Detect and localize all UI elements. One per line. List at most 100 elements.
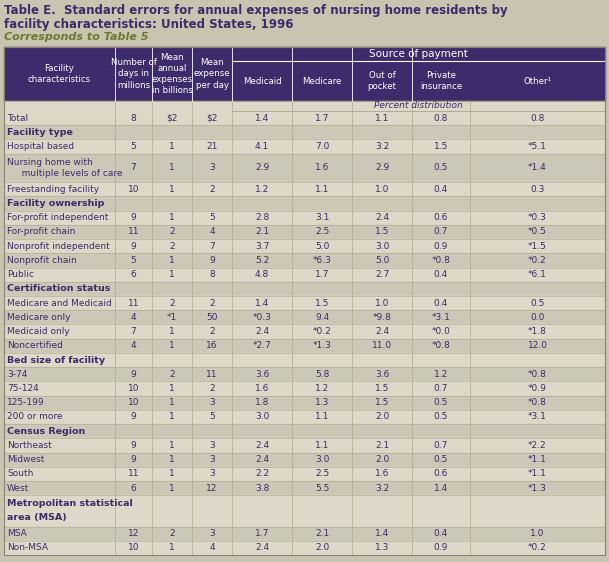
Text: 75-124: 75-124 bbox=[7, 384, 39, 393]
Text: 7: 7 bbox=[209, 242, 215, 251]
Bar bbox=[4, 541, 605, 555]
Text: 9: 9 bbox=[130, 242, 136, 251]
Text: 9: 9 bbox=[209, 256, 215, 265]
Bar bbox=[4, 111, 605, 125]
Text: South: South bbox=[7, 469, 33, 478]
Text: 1: 1 bbox=[169, 164, 175, 173]
Text: Table E.  Standard errors for annual expenses of nursing home residents by: Table E. Standard errors for annual expe… bbox=[4, 4, 508, 17]
Text: 6: 6 bbox=[130, 484, 136, 493]
Text: *0.3: *0.3 bbox=[253, 313, 272, 322]
Text: *0.8: *0.8 bbox=[528, 398, 547, 407]
Text: Census Region: Census Region bbox=[7, 427, 85, 436]
Text: *0.9: *0.9 bbox=[528, 384, 547, 393]
Text: 7.0: 7.0 bbox=[315, 142, 329, 151]
Text: 2.5: 2.5 bbox=[315, 228, 329, 237]
Bar bbox=[4, 353, 605, 367]
Text: 2.0: 2.0 bbox=[375, 455, 389, 464]
Text: Medicaid: Medicaid bbox=[243, 76, 281, 85]
Text: 0.5: 0.5 bbox=[434, 398, 448, 407]
Text: 12: 12 bbox=[206, 484, 217, 493]
Text: 1.1: 1.1 bbox=[315, 185, 329, 194]
Text: Corresponds to Table 5: Corresponds to Table 5 bbox=[4, 32, 149, 42]
Text: 1.5: 1.5 bbox=[375, 398, 389, 407]
Text: *9.8: *9.8 bbox=[373, 313, 392, 322]
Text: 11: 11 bbox=[128, 228, 139, 237]
Text: 2.7: 2.7 bbox=[375, 270, 389, 279]
Text: Hospital based: Hospital based bbox=[7, 142, 74, 151]
Text: 11: 11 bbox=[128, 469, 139, 478]
Text: 3: 3 bbox=[209, 398, 215, 407]
Text: *1.3: *1.3 bbox=[312, 341, 331, 350]
Text: 2.9: 2.9 bbox=[255, 164, 269, 173]
Text: 1: 1 bbox=[169, 384, 175, 393]
Text: 0.7: 0.7 bbox=[434, 441, 448, 450]
Text: *0.0: *0.0 bbox=[432, 327, 451, 336]
Text: 3.0: 3.0 bbox=[255, 413, 269, 422]
Text: 1.5: 1.5 bbox=[315, 298, 329, 307]
Text: 1.0: 1.0 bbox=[375, 298, 389, 307]
Text: Medicaid only: Medicaid only bbox=[7, 327, 70, 336]
Text: 2: 2 bbox=[209, 327, 215, 336]
Text: 9: 9 bbox=[130, 441, 136, 450]
Text: 2: 2 bbox=[209, 185, 215, 194]
Text: 1: 1 bbox=[169, 185, 175, 194]
Text: 0.5: 0.5 bbox=[434, 455, 448, 464]
Text: 10: 10 bbox=[128, 543, 139, 552]
Text: For-profit chain: For-profit chain bbox=[7, 228, 76, 237]
Text: 2.4: 2.4 bbox=[375, 213, 389, 222]
Text: Metropolitan statistical: Metropolitan statistical bbox=[7, 500, 133, 509]
Text: 2.4: 2.4 bbox=[255, 543, 269, 552]
Bar bbox=[4, 424, 605, 438]
Text: *0.2: *0.2 bbox=[528, 543, 547, 552]
Text: *1.1: *1.1 bbox=[528, 455, 547, 464]
Text: 2: 2 bbox=[169, 529, 175, 538]
Text: 1: 1 bbox=[169, 469, 175, 478]
Text: 1: 1 bbox=[169, 413, 175, 422]
Text: Nonprofit independent: Nonprofit independent bbox=[7, 242, 110, 251]
Text: 1.0: 1.0 bbox=[530, 529, 544, 538]
Text: Number of
days in
millions: Number of days in millions bbox=[111, 58, 157, 89]
Text: Source of payment: Source of payment bbox=[369, 49, 468, 59]
Bar bbox=[4, 324, 605, 339]
Text: 1.2: 1.2 bbox=[434, 370, 448, 379]
Text: 9: 9 bbox=[130, 413, 136, 422]
Text: 12: 12 bbox=[128, 529, 139, 538]
Bar bbox=[4, 296, 605, 310]
Text: 5.0: 5.0 bbox=[375, 256, 389, 265]
Text: Midwest: Midwest bbox=[7, 455, 44, 464]
Text: *0.3: *0.3 bbox=[528, 213, 547, 222]
Text: 21: 21 bbox=[206, 142, 217, 151]
Text: 2.4: 2.4 bbox=[255, 327, 269, 336]
Text: 2.4: 2.4 bbox=[375, 327, 389, 336]
Text: 11.0: 11.0 bbox=[372, 341, 392, 350]
Bar bbox=[4, 339, 605, 353]
Text: 11: 11 bbox=[128, 298, 139, 307]
Text: Private
insurance: Private insurance bbox=[420, 71, 462, 91]
Text: 125-199: 125-199 bbox=[7, 398, 44, 407]
Text: 1.7: 1.7 bbox=[255, 529, 269, 538]
Text: 3.0: 3.0 bbox=[375, 242, 389, 251]
Text: Medicare and Medicaid: Medicare and Medicaid bbox=[7, 298, 111, 307]
Text: 4: 4 bbox=[131, 341, 136, 350]
Text: *3.1: *3.1 bbox=[528, 413, 547, 422]
Text: 5: 5 bbox=[209, 213, 215, 222]
Bar bbox=[4, 239, 605, 253]
Text: 10: 10 bbox=[128, 185, 139, 194]
Text: 5: 5 bbox=[130, 256, 136, 265]
Text: *6.1: *6.1 bbox=[528, 270, 547, 279]
Text: 1: 1 bbox=[169, 398, 175, 407]
Text: *3.1: *3.1 bbox=[432, 313, 451, 322]
Text: 1: 1 bbox=[169, 142, 175, 151]
Text: 1: 1 bbox=[169, 213, 175, 222]
Text: 2: 2 bbox=[169, 370, 175, 379]
Text: $2: $2 bbox=[206, 114, 217, 123]
Text: 1.6: 1.6 bbox=[375, 469, 389, 478]
Bar bbox=[4, 410, 605, 424]
Text: *2.2: *2.2 bbox=[528, 441, 547, 450]
Bar bbox=[4, 396, 605, 410]
Text: 9: 9 bbox=[130, 370, 136, 379]
Bar bbox=[4, 211, 605, 225]
Text: 0.9: 0.9 bbox=[434, 543, 448, 552]
Text: Northeast: Northeast bbox=[7, 441, 52, 450]
Text: 1.2: 1.2 bbox=[315, 384, 329, 393]
